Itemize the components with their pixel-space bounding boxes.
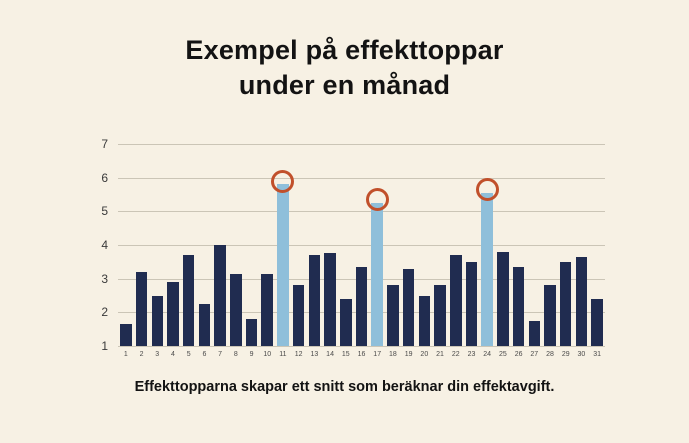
x-tick-label-31: 31 — [593, 351, 602, 358]
bar-day-6 — [198, 303, 211, 346]
peak-ring-day-11 — [271, 169, 295, 193]
x-tick-label-8: 8 — [233, 351, 238, 358]
x-tick-label-17: 17 — [373, 351, 382, 358]
x-tick-label-2: 2 — [139, 351, 144, 358]
bar-day-19 — [402, 268, 415, 346]
bar-day-26 — [512, 266, 525, 346]
x-tick-label-10: 10 — [263, 351, 272, 358]
x-tick-label-9: 9 — [249, 351, 254, 358]
bar-day-7 — [214, 245, 226, 346]
bar-day-9 — [245, 319, 258, 346]
x-tick-label-26: 26 — [514, 351, 523, 358]
bar-day-25 — [497, 251, 509, 346]
x-tick-label-1: 1 — [123, 351, 128, 358]
bar-day-28 — [544, 285, 556, 346]
x-tick-label-11: 11 — [279, 351, 287, 358]
bar-day-21 — [434, 285, 446, 346]
bar-day-22 — [450, 255, 462, 346]
bar-day-5 — [182, 255, 195, 346]
bar-day-14 — [324, 253, 336, 346]
x-tick-label-28: 28 — [546, 351, 554, 358]
bar-day-16 — [355, 266, 368, 346]
x-tick-label-20: 20 — [420, 351, 429, 358]
x-tick-label-13: 13 — [310, 351, 319, 358]
x-tick-label-21: 21 — [436, 351, 444, 358]
x-tick-label-29: 29 — [561, 351, 570, 358]
bar-day-11 — [277, 184, 289, 346]
bar-day-31 — [591, 298, 603, 346]
bar-day-15 — [340, 298, 352, 346]
gridline-y-7 — [118, 144, 605, 145]
bar-day-30 — [575, 256, 588, 346]
y-tick-label-2: 2 — [101, 305, 108, 320]
gridline-y-6 — [118, 177, 605, 179]
x-tick-label-24: 24 — [483, 351, 492, 358]
x-tick-label-22: 22 — [451, 351, 460, 358]
bar-day-27 — [528, 320, 541, 346]
y-tick-label-5: 5 — [101, 204, 108, 219]
chart-title-line-2: under en månad — [238, 70, 451, 100]
peak-ring-day-24 — [475, 178, 499, 202]
x-tick-label-6: 6 — [202, 351, 207, 358]
y-tick-label-3: 3 — [101, 271, 108, 286]
x-tick-label-23: 23 — [467, 351, 476, 358]
gridline-y-4 — [118, 245, 605, 246]
chart-caption: Effekttopparna skapar ett snitt som berä… — [134, 379, 555, 395]
x-tick-label-12: 12 — [294, 351, 303, 358]
bar-day-1 — [120, 324, 132, 346]
y-tick-label-1: 1 — [101, 339, 108, 353]
bar-day-12 — [292, 285, 305, 346]
bar-day-18 — [387, 285, 399, 346]
x-tick-label-30: 30 — [577, 351, 586, 358]
bar-day-8 — [230, 273, 242, 346]
bar-day-29 — [559, 261, 572, 346]
x-tick-label-16: 16 — [357, 351, 366, 358]
x-tick-label-14: 14 — [326, 351, 334, 358]
bar-day-10 — [261, 273, 273, 346]
gridline-y-1 — [118, 346, 605, 347]
x-tick-label-4: 4 — [171, 351, 175, 358]
y-tick-label-6: 6 — [101, 170, 108, 185]
x-tick-label-27: 27 — [530, 351, 539, 358]
chart-title-line-1: Exempel på effekttoppar — [185, 35, 504, 65]
x-tick-label-7: 7 — [218, 351, 223, 358]
x-tick-label-3: 3 — [155, 351, 160, 358]
y-tick-label-7: 7 — [101, 137, 108, 151]
bar-day-24 — [481, 192, 493, 346]
gridline-y-5 — [118, 211, 605, 213]
bar-day-13 — [308, 255, 321, 346]
bar-day-4 — [167, 282, 179, 346]
x-tick-label-5: 5 — [186, 351, 191, 358]
bar-day-2 — [135, 271, 148, 346]
bar-day-20 — [418, 295, 431, 346]
y-tick-label-4: 4 — [101, 238, 108, 252]
x-tick-label-15: 15 — [341, 351, 350, 358]
x-tick-label-19: 19 — [404, 351, 413, 358]
peak-ring-day-17 — [365, 188, 389, 212]
chart-title: Exempel på effekttoppar under en månad — [0, 33, 689, 103]
x-tick-label-18: 18 — [389, 351, 397, 358]
x-tick-label-25: 25 — [498, 351, 507, 358]
bar-day-17 — [371, 202, 383, 346]
bar-day-23 — [465, 261, 478, 346]
bar-day-3 — [151, 295, 164, 346]
